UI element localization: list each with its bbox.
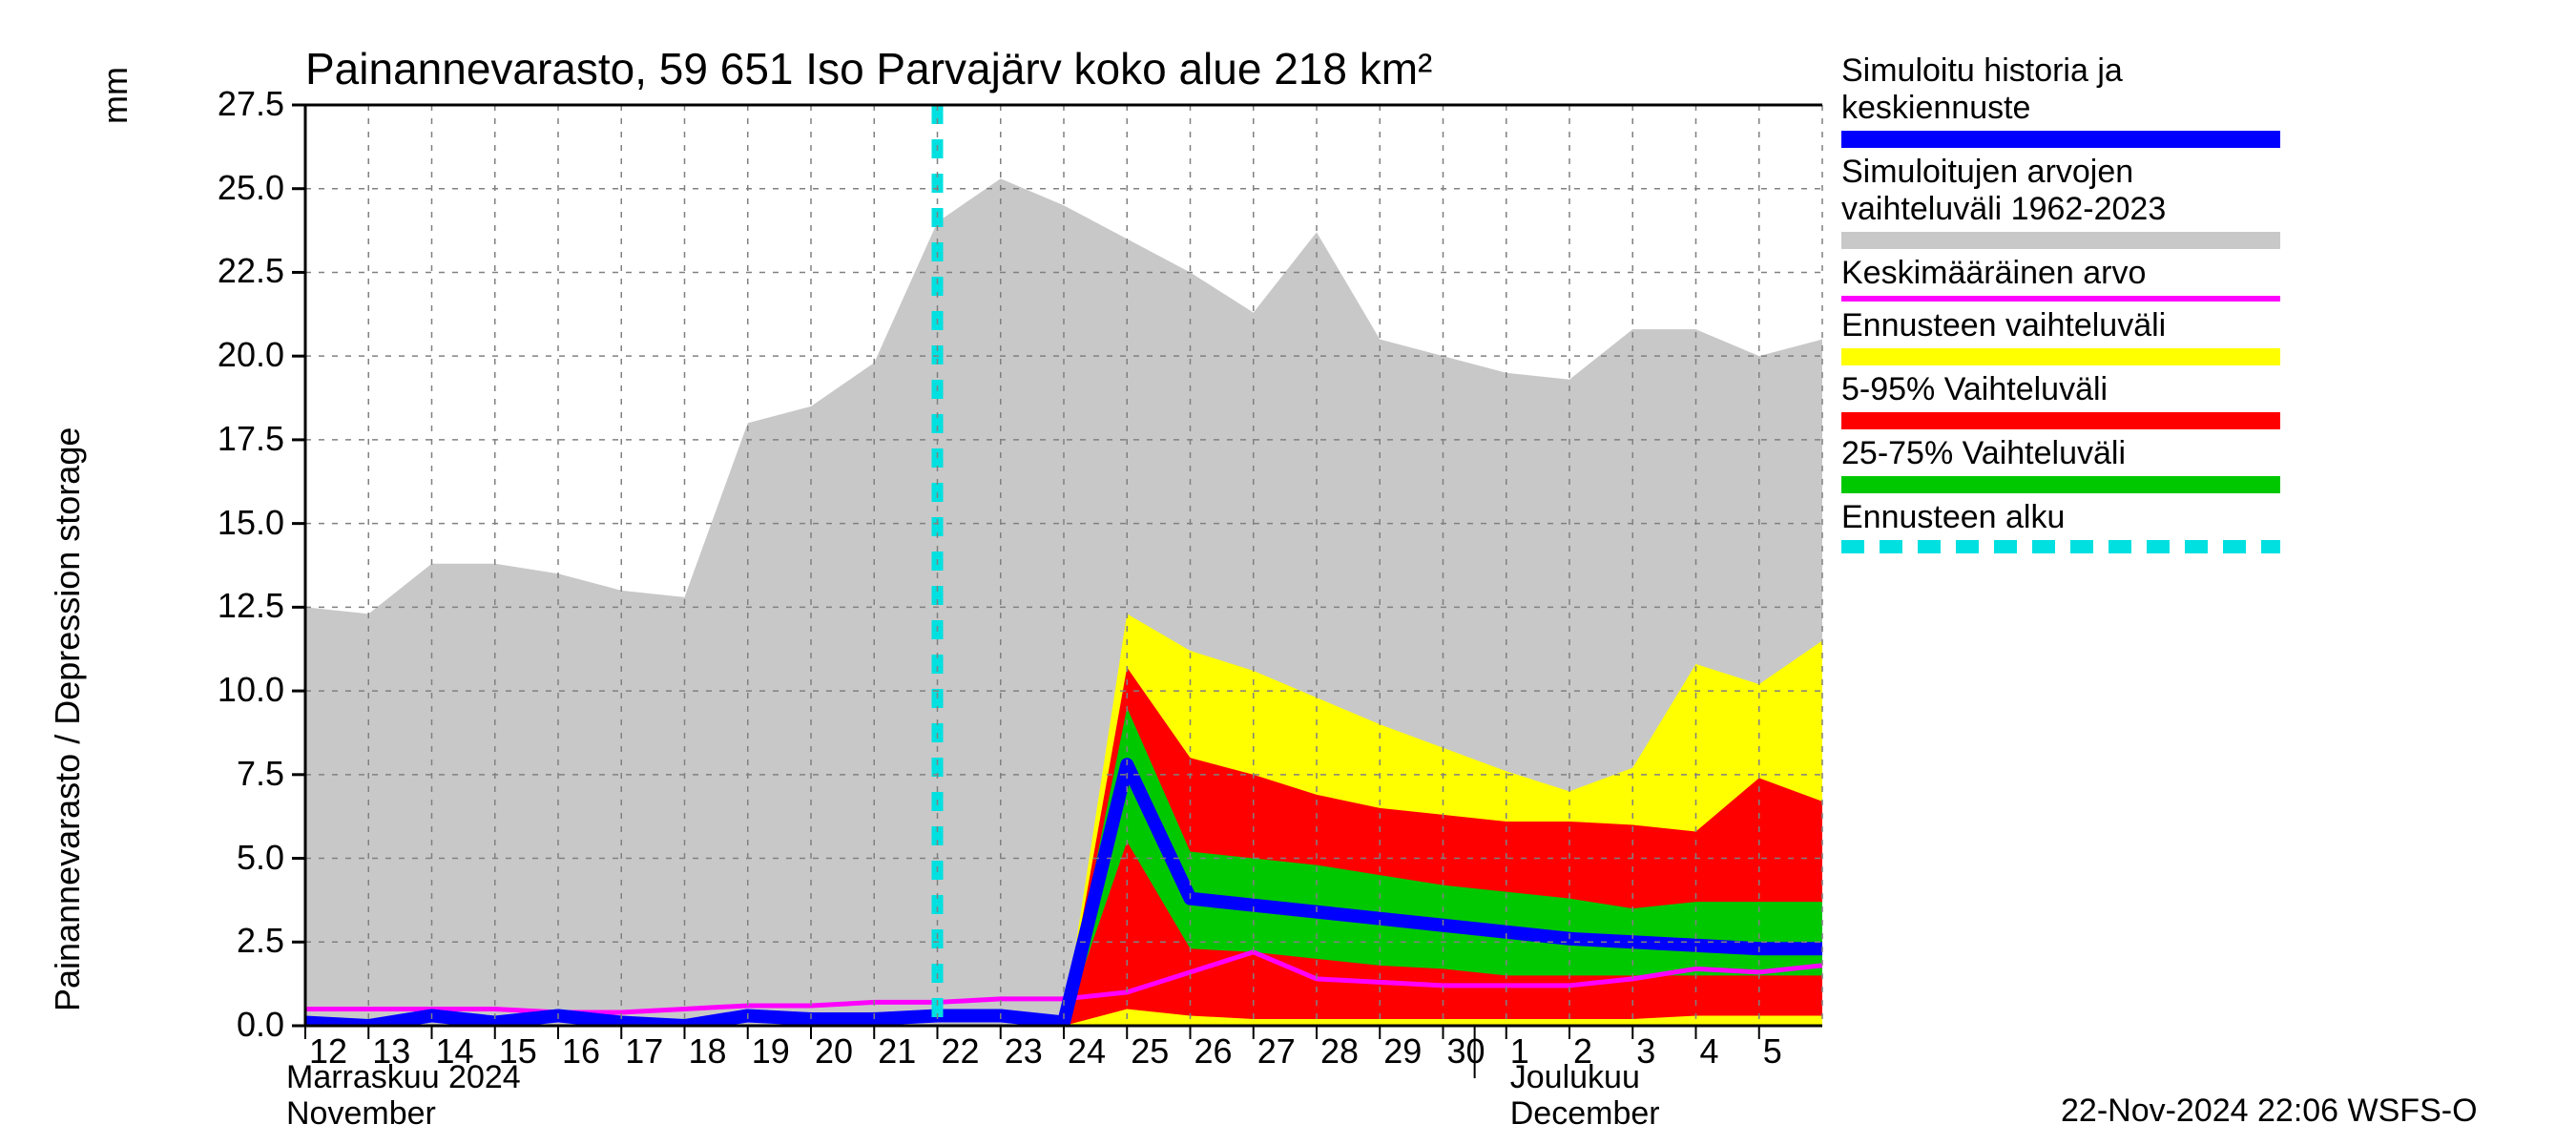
x-tick-label: 29 xyxy=(1383,1031,1422,1072)
y-tick-label: 7.5 xyxy=(237,754,284,794)
x-tick-label: 28 xyxy=(1320,1031,1359,1072)
x-tick-label: 22 xyxy=(942,1031,980,1072)
legend-swatch xyxy=(1841,476,2280,493)
month2-en: December xyxy=(1510,1095,1660,1133)
legend-label: 25-75% Vaihteluväli xyxy=(1841,435,2376,472)
y-tick-label: 20.0 xyxy=(218,335,284,375)
legend-label: Simuloitujen arvojen xyxy=(1841,154,2376,191)
x-tick-label: 14 xyxy=(436,1031,474,1072)
x-tick-label: 18 xyxy=(689,1031,727,1072)
y-tick-label: 5.0 xyxy=(237,838,284,878)
legend: Simuloitu historia jakeskiennusteSimuloi… xyxy=(1841,52,2376,559)
legend-item: 25-75% Vaihteluväli xyxy=(1841,435,2376,493)
legend-swatch xyxy=(1841,296,2280,302)
legend-swatch xyxy=(1841,232,2280,249)
x-tick-label: 5 xyxy=(1763,1031,1782,1072)
y-tick-label: 2.5 xyxy=(237,921,284,961)
x-tick-label: 1 xyxy=(1510,1031,1529,1072)
x-tick-label: 12 xyxy=(309,1031,347,1072)
x-tick-label: 25 xyxy=(1131,1031,1169,1072)
footer-timestamp: 22-Nov-2024 22:06 WSFS-O xyxy=(2061,1093,2478,1130)
legend-swatch xyxy=(1841,131,2280,148)
legend-item: Simuloitujen arvojenvaihteluväli 1962-20… xyxy=(1841,154,2376,249)
y-tick-label: 15.0 xyxy=(218,503,284,543)
x-tick-label: 27 xyxy=(1257,1031,1296,1072)
x-tick-label: 2 xyxy=(1573,1031,1592,1072)
x-tick-label: 19 xyxy=(752,1031,790,1072)
legend-label: vaihteluväli 1962-2023 xyxy=(1841,191,2376,228)
legend-label: Ennusteen alku xyxy=(1841,499,2376,536)
x-tick-label: 30 xyxy=(1447,1031,1485,1072)
legend-item: Keskimääräinen arvo xyxy=(1841,255,2376,302)
legend-label: Simuloitu historia ja xyxy=(1841,52,2376,90)
legend-label: keskiennuste xyxy=(1841,90,2376,127)
y-tick-label: 22.5 xyxy=(218,251,284,291)
month1-en: November xyxy=(286,1095,436,1133)
y-tick-label: 12.5 xyxy=(218,586,284,626)
legend-swatch xyxy=(1841,348,2280,365)
x-tick-label: 24 xyxy=(1068,1031,1106,1072)
x-tick-label: 4 xyxy=(1700,1031,1719,1072)
y-tick-label: 10.0 xyxy=(218,670,284,710)
y-tick-label: 25.0 xyxy=(218,168,284,208)
y-tick-label: 17.5 xyxy=(218,419,284,459)
y-tick-label: 27.5 xyxy=(218,84,284,124)
x-tick-label: 26 xyxy=(1195,1031,1233,1072)
legend-item: Simuloitu historia jakeskiennuste xyxy=(1841,52,2376,148)
x-tick-label: 3 xyxy=(1636,1031,1655,1072)
x-tick-label: 23 xyxy=(1005,1031,1043,1072)
chart-container: Painannevarasto / Depression storage mm … xyxy=(0,0,2576,1145)
x-tick-label: 13 xyxy=(372,1031,410,1072)
x-tick-label: 15 xyxy=(499,1031,537,1072)
legend-label: 5-95% Vaihteluväli xyxy=(1841,371,2376,408)
legend-item: 5-95% Vaihteluväli xyxy=(1841,371,2376,429)
y-tick-label: 0.0 xyxy=(237,1005,284,1045)
legend-label: Keskimääräinen arvo xyxy=(1841,255,2376,292)
x-tick-label: 21 xyxy=(878,1031,916,1072)
legend-item: Ennusteen alku xyxy=(1841,499,2376,553)
legend-swatch xyxy=(1841,540,2280,553)
x-tick-label: 17 xyxy=(625,1031,663,1072)
legend-label: Ennusteen vaihteluväli xyxy=(1841,307,2376,344)
legend-item: Ennusteen vaihteluväli xyxy=(1841,307,2376,365)
legend-swatch xyxy=(1841,412,2280,429)
x-tick-label: 16 xyxy=(562,1031,600,1072)
x-tick-label: 20 xyxy=(815,1031,853,1072)
